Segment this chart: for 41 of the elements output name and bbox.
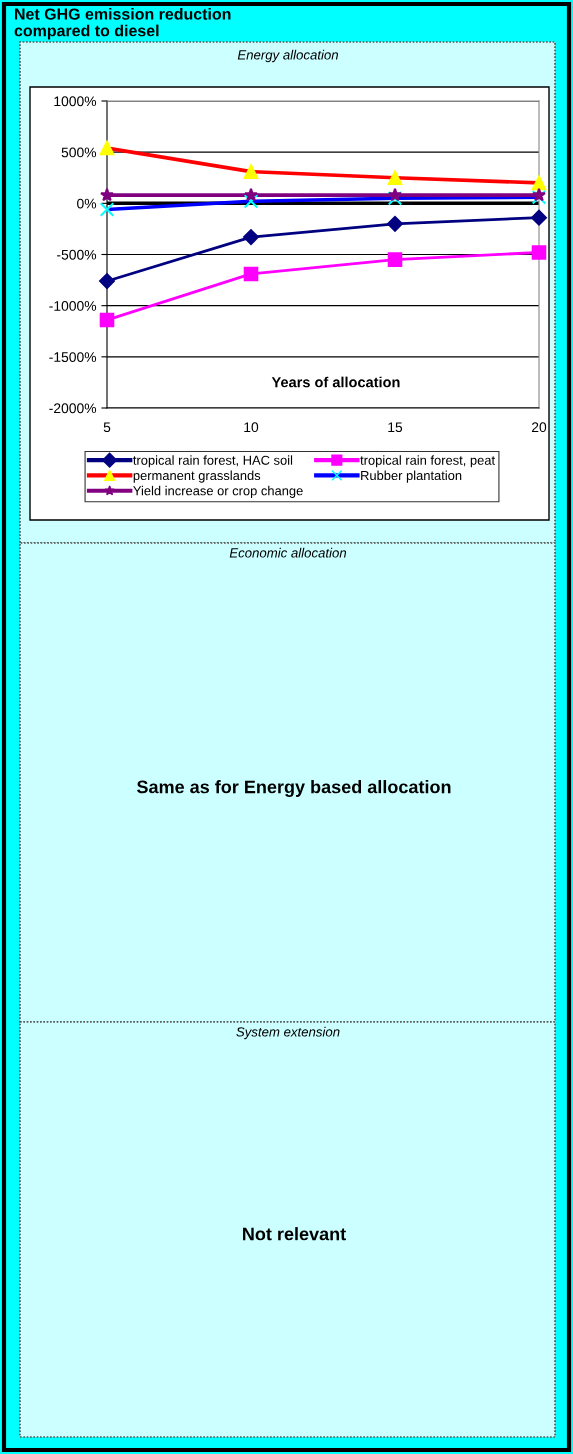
x-tick-label: 10 <box>244 422 259 433</box>
y-tick-label: -1500% <box>49 352 97 362</box>
x-axis-title: Years of allocation <box>271 376 400 388</box>
y-tick-label: 500% <box>61 147 97 158</box>
point <box>99 202 115 217</box>
text: Same as for Energy based allocation <box>136 780 451 797</box>
y-tick-label: -1000% <box>49 301 97 311</box>
legend-label: tropical rain forest, HAC soil <box>133 455 293 468</box>
point <box>387 170 403 186</box>
point <box>387 215 403 232</box>
x-tick-label: 15 <box>388 422 403 433</box>
x-tick-label: 5 <box>103 422 111 433</box>
y-tick-label: -2000% <box>49 403 97 414</box>
point <box>244 187 258 202</box>
y-tick-label: 1000% <box>54 96 97 107</box>
legend-label: tropical rain forest, peat <box>360 455 495 468</box>
point <box>243 164 259 179</box>
point <box>243 266 259 282</box>
point <box>99 140 115 156</box>
point <box>388 187 402 202</box>
chart-title: Net GHG emission reduction compared to diesel <box>14 8 231 40</box>
point <box>100 187 114 202</box>
point <box>531 209 547 226</box>
point <box>99 312 115 328</box>
point <box>99 273 115 290</box>
point <box>531 245 547 260</box>
x-tick-label: 20 <box>531 422 547 433</box>
legend-label: Rubber plantation <box>361 470 462 483</box>
legend-label: Yield increase or crop change <box>133 485 303 498</box>
point <box>531 175 547 191</box>
point <box>387 190 403 206</box>
y-tick-label: 0% <box>77 198 97 209</box>
text: Economic allocation <box>229 547 347 558</box>
y-tick-label: -500% <box>57 249 97 260</box>
point <box>243 229 259 246</box>
point <box>243 194 259 209</box>
legend-label: permanent grasslands <box>133 470 261 483</box>
text: Not relevant <box>243 1227 346 1241</box>
chart-subtitle: Energy allocation <box>237 49 339 63</box>
text: System extension <box>236 1026 340 1040</box>
point <box>387 252 403 267</box>
